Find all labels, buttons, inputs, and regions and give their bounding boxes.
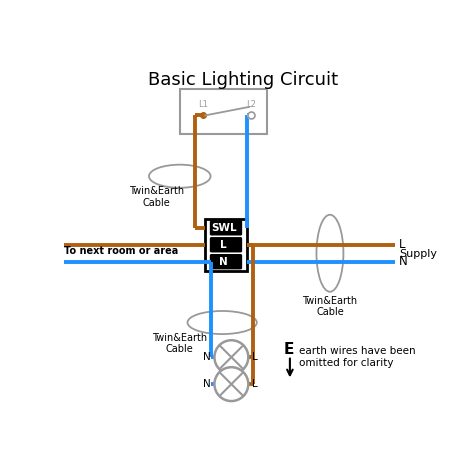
Text: N: N (203, 352, 210, 362)
FancyBboxPatch shape (210, 254, 242, 269)
Text: L: L (399, 238, 406, 251)
FancyBboxPatch shape (210, 220, 242, 236)
Text: To next room or area: To next room or area (64, 246, 179, 255)
Text: E: E (284, 342, 294, 357)
Text: Twin&Earth
Cable: Twin&Earth Cable (152, 333, 207, 354)
Text: L: L (252, 352, 258, 362)
Text: SWL: SWL (211, 223, 237, 233)
Text: N: N (399, 255, 408, 268)
FancyBboxPatch shape (180, 89, 267, 134)
Text: N: N (203, 379, 210, 389)
Text: L: L (220, 240, 227, 250)
Circle shape (214, 367, 248, 401)
Text: Supply: Supply (399, 249, 437, 259)
Text: earth wires have been
omitted for clarity: earth wires have been omitted for clarit… (299, 346, 416, 368)
Text: Twin&Earth
Cable: Twin&Earth Cable (129, 186, 184, 208)
Text: Twin&Earth
Cable: Twin&Earth Cable (302, 296, 357, 317)
FancyBboxPatch shape (210, 237, 242, 253)
Text: N: N (219, 257, 228, 267)
FancyBboxPatch shape (205, 219, 247, 271)
Text: L2: L2 (246, 100, 255, 109)
Text: L1: L1 (198, 100, 208, 109)
Text: L: L (252, 379, 258, 389)
Text: Basic Lighting Circuit: Basic Lighting Circuit (148, 71, 338, 89)
Circle shape (214, 340, 248, 374)
